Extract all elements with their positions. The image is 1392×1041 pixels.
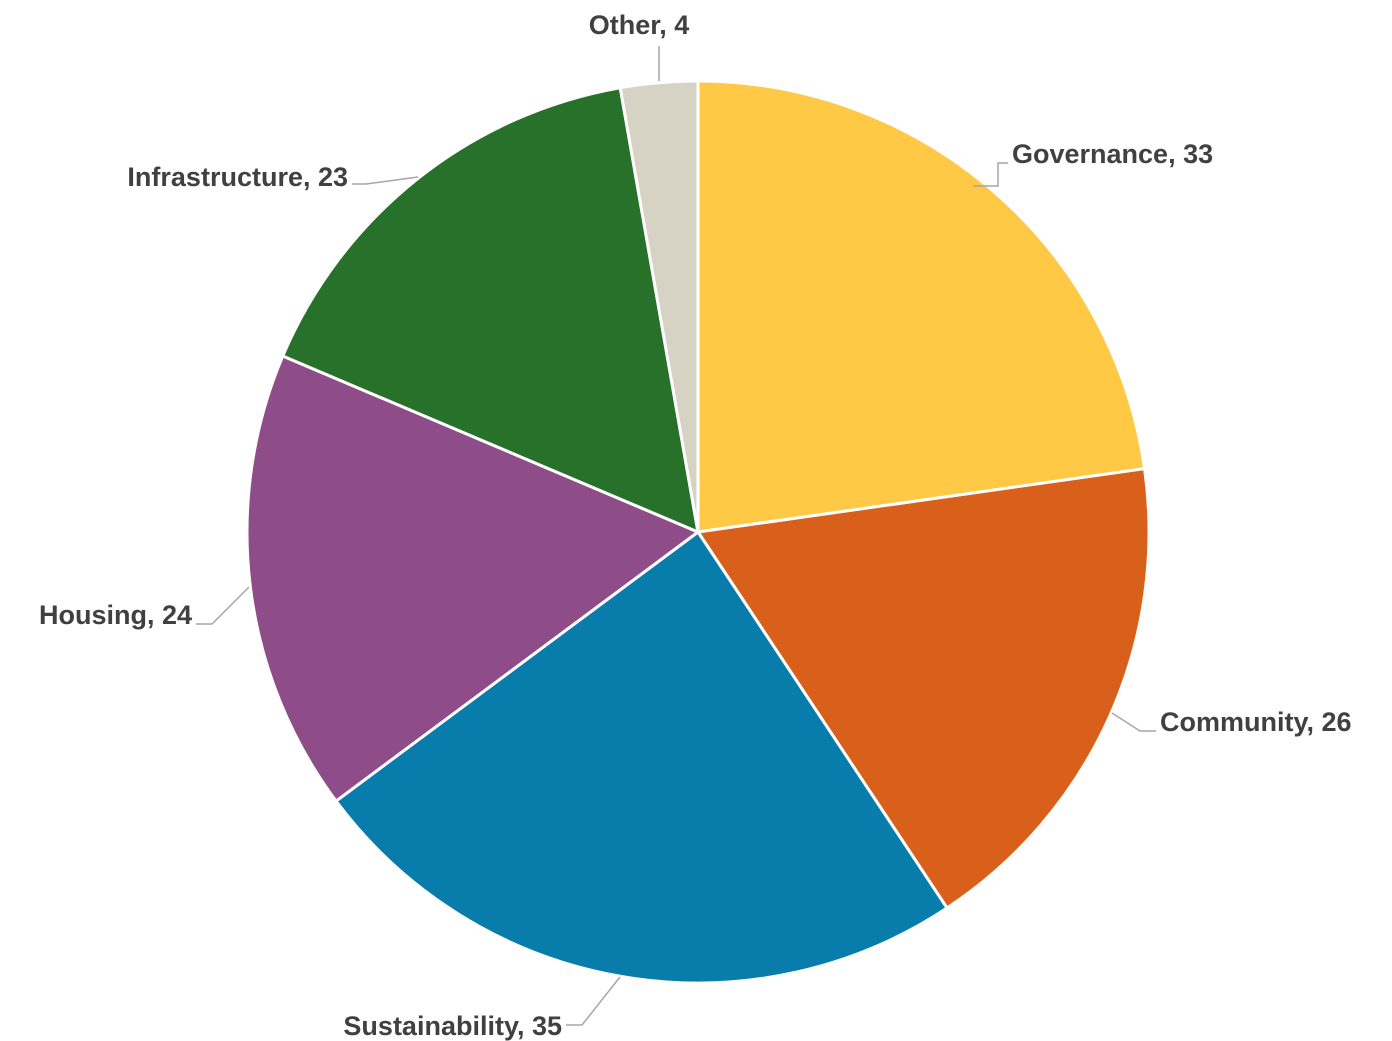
data-labels: Governance, 33 Community, 26 Sustainabilit… — [39, 10, 1352, 1041]
leader-line-housing — [196, 586, 250, 625]
pie-slice-infrastructure — [281, 86, 700, 534]
pie-slice-housing — [245, 354, 700, 803]
data-label-infrastructure: Infrastructure, 23 — [127, 162, 348, 192]
data-label-community: Community, 26 — [1160, 707, 1352, 737]
data-label-other: Other, 4 — [589, 10, 690, 40]
leader-line-infrastructure — [352, 176, 419, 185]
pie-slice-governance — [696, 79, 1147, 534]
leader-lines — [196, 46, 1156, 1026]
data-label-housing: Housing, 24 — [39, 600, 192, 630]
data-label-sustainability: Sustainability, 35 — [343, 1011, 562, 1041]
data-label-governance: Governance, 33 — [1012, 139, 1213, 169]
pie-slice-other — [618, 79, 700, 534]
pie-slice-sustainability — [334, 530, 949, 985]
pie-slice-community — [696, 467, 1151, 910]
pie-slices — [245, 79, 1151, 985]
leader-line-community — [1111, 712, 1156, 732]
leader-line-sustainability — [566, 976, 621, 1026]
leader-line-governance — [973, 162, 1008, 187]
